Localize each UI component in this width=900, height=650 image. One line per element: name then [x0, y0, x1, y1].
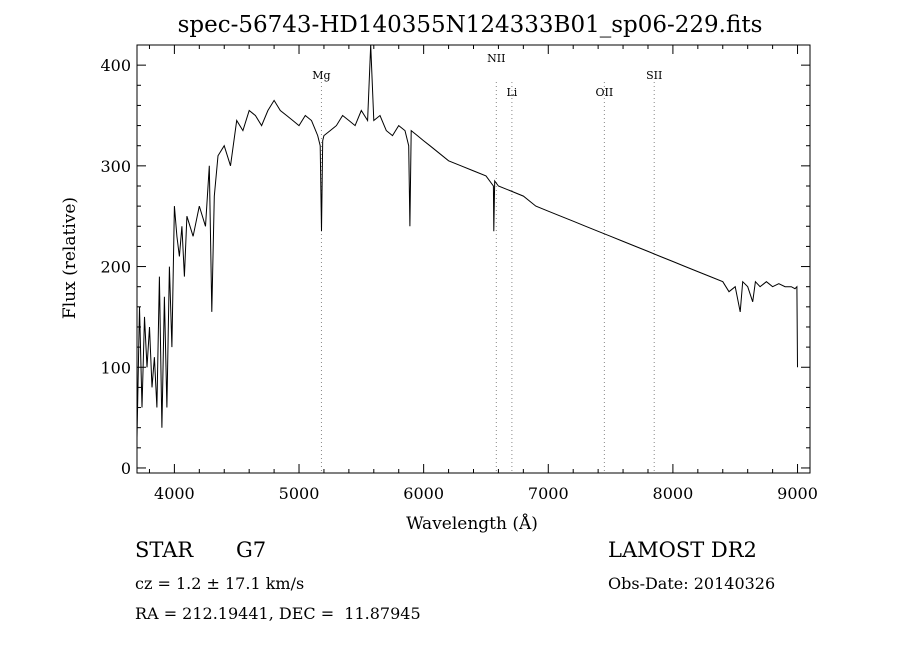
y-axis-label: Flux (relative)	[60, 197, 80, 319]
object-subclass: G7	[236, 538, 267, 562]
x-tick-label: 6000	[403, 484, 444, 503]
ra-dec-coordinates: RA = 212.19441, DEC = 11.87945	[135, 604, 421, 623]
y-tick-label: 100	[100, 358, 131, 377]
y-tick-label: 400	[100, 56, 131, 75]
y-tick-label: 300	[100, 157, 131, 176]
plot-frame	[136, 44, 811, 474]
marker-label: Li	[506, 86, 517, 99]
x-tick-label: 5000	[279, 484, 320, 503]
y-tick-label: 0	[121, 459, 131, 478]
x-tick-label: 7000	[528, 484, 569, 503]
chart-title: spec-56743-HD140355N124333B01_sp06-229.f…	[178, 12, 763, 38]
observation-date: Obs-Date: 20140326	[608, 574, 776, 593]
object-type: STAR	[135, 538, 194, 562]
redshift-velocity: cz = 1.2 ± 17.1 km/s	[135, 574, 305, 593]
y-tick-label: 200	[100, 258, 131, 277]
marker-label: NII	[487, 52, 505, 65]
x-axis-label: Wavelength (Å)	[406, 513, 538, 534]
x-tick-label: 4000	[154, 484, 195, 503]
marker-label: OII	[596, 86, 614, 99]
spectrum-line	[136, 44, 798, 438]
x-tick-label: 9000	[777, 484, 818, 503]
spectral-line-markers: Mg NII Li OII SII	[312, 52, 662, 473]
marker-label: Mg	[312, 69, 330, 82]
marker-label: SII	[646, 69, 662, 82]
survey-name: LAMOST DR2	[608, 538, 757, 562]
axis-ticks: 4000 5000 6000 7000 8000 9000 0 100 200 300 400	[100, 45, 818, 503]
x-tick-label: 8000	[653, 484, 694, 503]
